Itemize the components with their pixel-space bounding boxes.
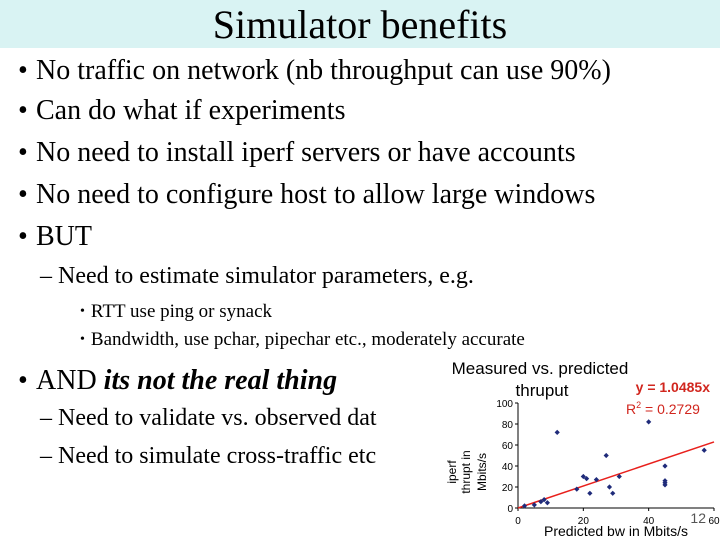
y-tick-label: 20 <box>502 483 514 494</box>
data-point <box>544 500 550 506</box>
data-point <box>616 473 622 480</box>
x-axis-label: Predicted bw in Mbits/s <box>544 523 688 539</box>
y-axis-label-line2: thrupt in <box>459 450 473 493</box>
x-tick-label: 20 <box>578 516 590 527</box>
scatter-chart: Measured vs. predicted thruput y = 1.048… <box>430 358 720 540</box>
subsub-bullet-1: • RTT use ping or synack <box>80 301 272 322</box>
data-point <box>701 447 707 453</box>
y-tick-label: 100 <box>496 399 513 410</box>
title-bar <box>0 0 720 48</box>
bullet-1: • No traffic on network (nb throughput ca… <box>18 55 611 86</box>
data-point <box>580 473 586 480</box>
but-sub-bullet: – Need to estimate simulator parameters,… <box>40 263 474 289</box>
data-point <box>662 463 668 469</box>
chart-title-line1: Measured vs. predicted <box>452 359 629 378</box>
r-squared: R2 = 0.2729 <box>626 400 700 417</box>
bullet-5: • BUT <box>18 221 92 252</box>
chart-background <box>430 358 720 540</box>
x-tick-label: 60 <box>708 516 720 527</box>
trend-equation: y = 1.0485x <box>636 379 711 395</box>
subsub-bullet-2: • Bandwidth, use pchar, pipechar etc., mo… <box>80 329 525 350</box>
y-tick-label: 80 <box>502 420 514 431</box>
chart-title-line2: thruput <box>516 381 569 400</box>
y-tick-label: 40 <box>502 462 514 473</box>
data-point <box>603 452 609 459</box>
trend-line <box>517 441 715 509</box>
y-tick-label: 60 <box>502 441 514 452</box>
bullet-2: • Can do what if experiments <box>18 95 346 126</box>
plot-area: 0 20 40 60 80 100 0 20 40 60 <box>496 399 720 527</box>
and-sub-bullet-1: – Need to validate vs. observed dat <box>40 405 377 431</box>
y-axis-label-line3: Mbits/s <box>475 453 489 491</box>
chart-svg: Measured vs. predicted thruput y = 1.048… <box>430 358 720 540</box>
y-axis-label-line1: iperf <box>445 460 459 484</box>
data-point <box>610 490 616 496</box>
slide-title: Simulator benefits <box>212 2 508 47</box>
data-point <box>541 497 547 503</box>
data-point <box>538 499 544 505</box>
page-number: 12 <box>690 510 706 526</box>
x-tick-label: 40 <box>643 516 655 527</box>
bullet-4: • No need to configure host to allow larg… <box>18 179 596 210</box>
bullet-3: • No need to install iperf servers or hav… <box>18 137 576 168</box>
data-point <box>606 484 613 490</box>
x-tick-label: 0 <box>515 516 521 527</box>
and-sub-bullet-2: – Need to simulate cross-traffic etc <box>40 443 377 469</box>
bullet-and: • AND its not the real thing <box>18 365 338 396</box>
y-tick-label: 0 <box>507 504 513 515</box>
